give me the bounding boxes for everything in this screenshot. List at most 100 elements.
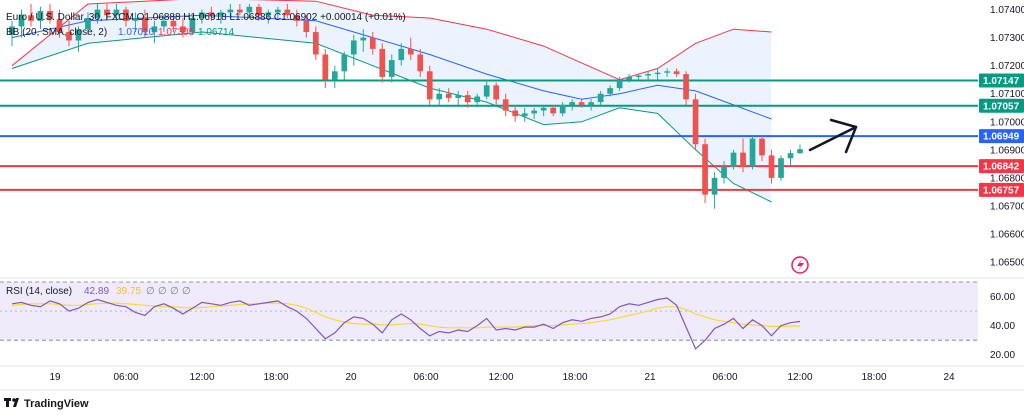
candle-body-15 [142,18,148,33]
time-tick-8: 18:00 [562,372,587,383]
candle-body-26 [246,6,253,13]
candle-body-12 [113,9,120,16]
level-tag-4 [979,159,1024,174]
candle-body-40 [379,48,386,77]
rsi-legend-value: 42.89 [84,286,109,297]
candle-body-51 [483,85,490,97]
time-axis[interactable]: 19 06:00 12:00 18:00 20 06:00 12:00 18:00 21 06:0… [0,365,1024,391]
candle-body-25 [237,9,243,13]
price-tick-5: 1.07000 [990,117,1024,128]
candle-body-21 [199,12,205,19]
candle-body-27 [255,6,262,16]
level-tag-text-2: 1.07057 [983,101,1020,112]
candle-body-19 [180,26,186,33]
candle-body-38 [360,37,367,41]
candle-body-20 [189,18,196,33]
time-tick-7: 12:00 [488,372,513,383]
candle-body-72 [683,74,689,100]
price-tick-1: 1.07400 [990,5,1024,16]
candle-body-65 [616,79,623,89]
candle-body-50 [474,96,481,103]
candle-body-17 [161,20,167,27]
candle-body-61 [578,102,585,105]
price-tick-7: 1.06800 [990,173,1024,184]
candle-body-73 [692,99,699,145]
candle-body-60 [569,102,575,105]
rsi-tick-2: 40.00 [990,321,1015,332]
candle-body-74 [702,144,708,195]
candle-body-8 [75,29,82,41]
candle-body-23 [218,12,224,16]
candle-body-30 [284,9,291,16]
bb-legend-basis: 1.07010 [118,27,155,38]
candle-body-80 [759,138,765,156]
candle-body-52 [493,85,500,100]
rsi-legend-extra-1: ∅ [146,286,155,297]
candle-body-42 [398,48,405,61]
candle-body-28 [265,12,272,16]
arrow-layer [808,118,858,154]
candle-body-31 [293,15,300,21]
price-tick-9: 1.06600 [990,229,1024,240]
candle-body-84 [797,149,803,154]
level-tag-5 [979,182,1024,197]
candle-body-47 [445,93,452,98]
time-tick-11: 12:00 [787,372,812,383]
price-tick-4: 1.07100 [990,89,1024,100]
brand-name: TradingView [24,398,89,410]
candle-body-64 [607,88,613,94]
candle-body-82 [778,158,784,178]
candle-body-6 [56,19,63,33]
candle-body-33 [312,32,319,55]
candle-body-36 [341,54,348,72]
candles-layer [9,4,803,209]
candle-body-16 [151,26,158,33]
candle-body-70 [664,71,670,73]
candle-body-13 [123,9,129,21]
candle-body-49 [464,95,471,103]
lightning-icon[interactable] [791,256,809,274]
price-tick-8: 1.06700 [990,201,1024,212]
time-tick-2: 06:00 [113,372,138,383]
candle-body-63 [597,93,604,103]
candle-body-41 [388,60,395,77]
time-tick-12: 18:00 [861,372,886,383]
candle-body-81 [768,155,775,178]
level-tag-text-4: 1.06842 [983,162,1020,173]
level-tag-2 [979,98,1024,113]
candle-body-46 [436,93,443,100]
level-lines-layer [0,79,978,191]
price-tick-6: 1.06900 [990,145,1024,156]
rsi-pane: 60.00 40.00 20.00 [0,277,1024,361]
candle-body-10 [94,9,101,19]
candle-body-4 [37,11,44,21]
candle-body-7 [66,32,72,41]
candle-body-44 [417,54,424,72]
price-axis[interactable]: 1.07400 1.07300 1.07200 1.07100 1.07000 1.069… [990,5,1024,268]
candle-body-29 [274,9,281,13]
bollinger-upper-line [11,0,772,81]
candle-body-68 [645,74,651,76]
level-tag-text-1: 1.07147 [983,76,1020,87]
candle-body-71 [673,71,680,75]
candle-body-37 [350,40,357,55]
candle-body-24 [227,9,234,13]
bb-legend-lower: 1.06714 [198,27,235,38]
time-tick-3: 12:00 [189,372,214,383]
candle-body-39 [369,37,376,49]
candle-body-54 [512,110,519,117]
rsi-legend-extra-3: ∅ [170,286,179,297]
time-tick-5: 20 [345,372,357,383]
candle-body-79 [749,138,756,167]
price-tick-2: 1.07300 [990,33,1024,44]
rsi-legend-extra-4: ∅ [182,286,191,297]
candle-body-62 [588,102,594,105]
candle-body-14 [132,18,139,21]
candle-body-76 [721,166,727,178]
time-tick-9: 21 [644,372,656,383]
candle-body-32 [303,20,310,33]
level-tag-text-5: 1.06757 [983,185,1020,196]
candle-body-34 [322,54,329,80]
candle-body-9 [85,18,91,30]
